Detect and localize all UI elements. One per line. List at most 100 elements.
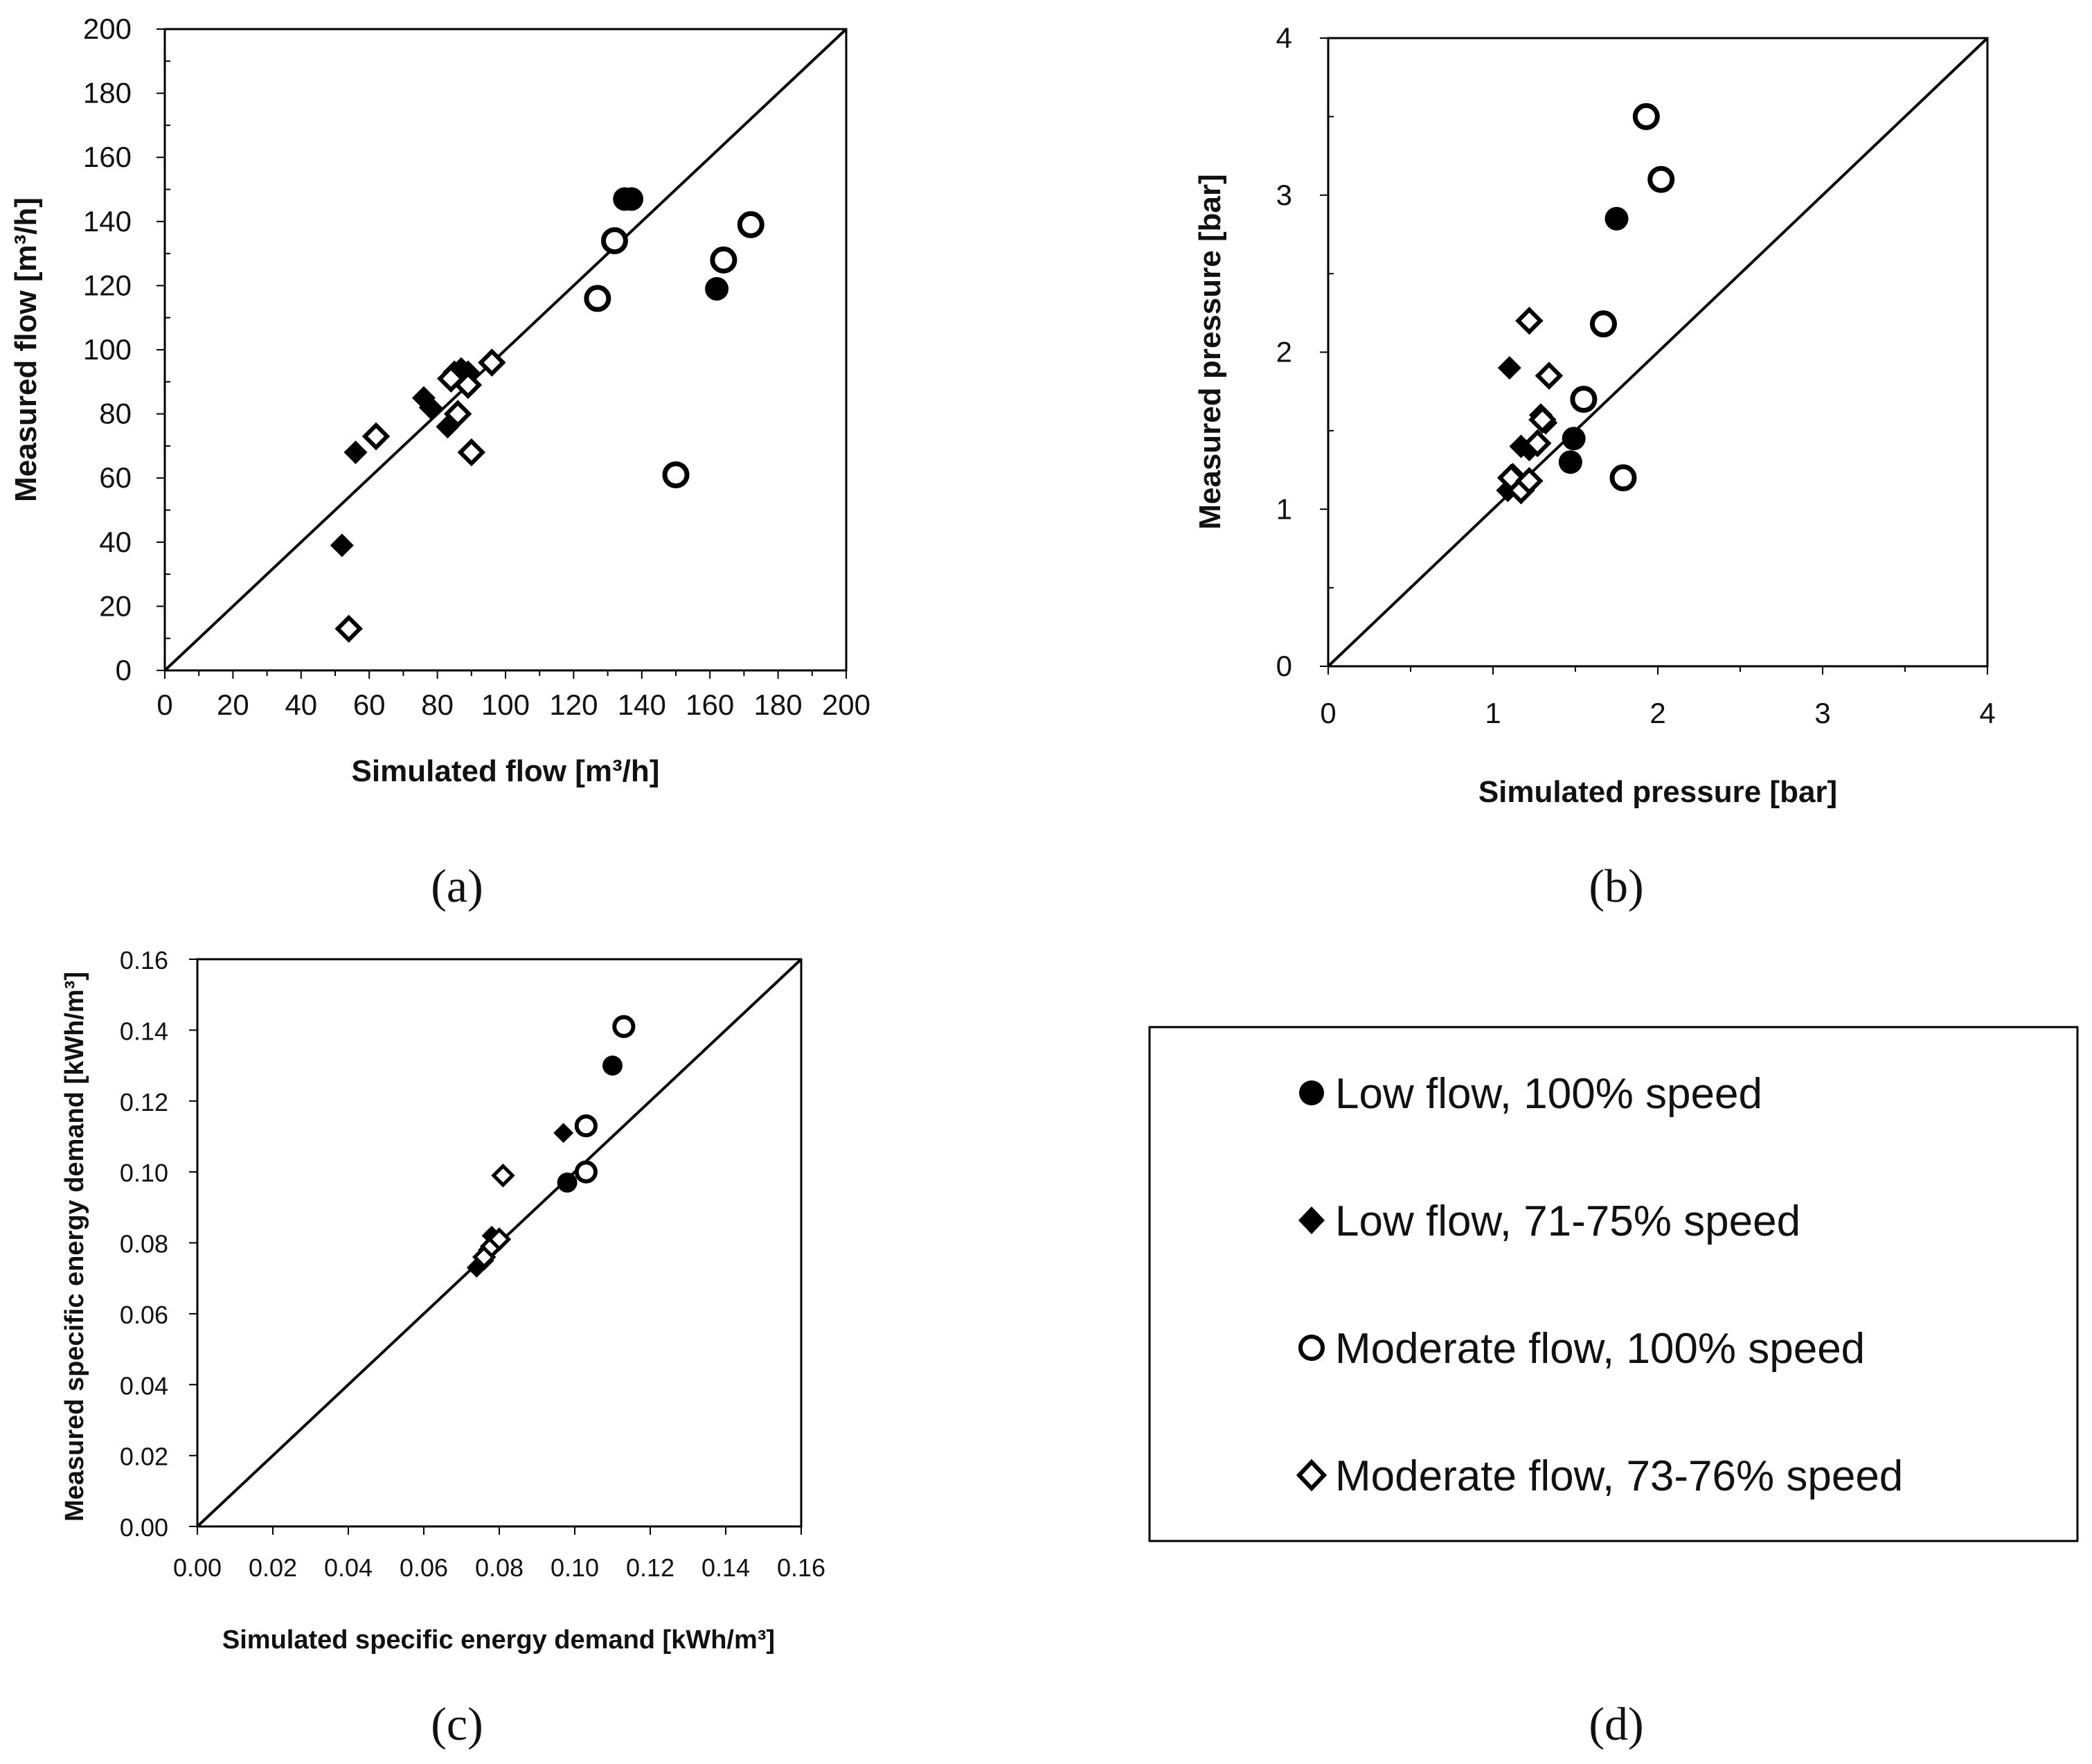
open-circle-icon — [1298, 1335, 1325, 1361]
y-tick-label: 0.08 — [120, 1230, 168, 1258]
legend-label-moderate-100: Moderate flow, 100% speed — [1335, 1325, 1865, 1373]
point-moderate-100 — [1647, 166, 1675, 193]
point-moderate-100 — [584, 285, 611, 312]
y-tick-label: 160 — [83, 141, 132, 173]
point-moderate-73-76 — [491, 1164, 515, 1188]
chart-panel-b: 0 1 2 3 4 0 1 2 3 4 Simulated pressure [bar] Measur… — [1193, 21, 1996, 809]
point-moderate-73-76 — [1528, 405, 1557, 434]
panel-tag-d: (d) — [1589, 1698, 1643, 1750]
x-tick-label: 0.08 — [475, 1553, 524, 1582]
y-tick-label: 0.14 — [120, 1017, 168, 1045]
point-low-71-75 — [330, 533, 354, 558]
x-tick-label: 0.16 — [777, 1553, 825, 1582]
point-moderate-73-76 — [334, 614, 363, 643]
x-tick-label: 100 — [481, 688, 530, 721]
y-tick-label: 120 — [83, 269, 132, 301]
x-tick-label: 0.04 — [324, 1553, 373, 1582]
y-tick-label: 0.16 — [120, 946, 168, 974]
point-low-100 — [1604, 206, 1629, 231]
chart-panel-c: 0.00 0.02 0.04 0.06 0.08 0.10 0.12 0.14 0.16 0.00… — [60, 946, 825, 1655]
point-moderate-100 — [662, 461, 690, 489]
point-moderate-73-76 — [1535, 362, 1564, 390]
y-tick-label: 0.10 — [120, 1159, 168, 1187]
y-tick-label: 0.06 — [120, 1301, 168, 1329]
y-tick-label: 2 — [1276, 336, 1292, 368]
x-tick-label: 20 — [217, 688, 249, 721]
x-tick-label: 2 — [1650, 697, 1665, 729]
point-low-100 — [620, 187, 644, 211]
x-tick-label: 180 — [754, 688, 803, 721]
x-tick-label: 120 — [549, 688, 598, 721]
y-tick-label: 3 — [1276, 179, 1292, 211]
x-tick-label: 140 — [618, 688, 666, 721]
point-low-71-75 — [553, 1123, 574, 1143]
panel-tag-b: (b) — [1589, 859, 1643, 912]
y-tick-label: 0 — [116, 654, 132, 686]
x-tick-label: 40 — [285, 688, 317, 721]
x-tick-label: 0.10 — [551, 1553, 599, 1582]
x-tick-label: 0.00 — [173, 1553, 222, 1582]
x-tick-label: 0.02 — [249, 1553, 297, 1582]
y-tick-label: 0 — [1276, 650, 1292, 682]
point-moderate-100 — [1609, 464, 1637, 492]
point-moderate-100 — [612, 1015, 636, 1038]
point-moderate-100 — [600, 227, 628, 255]
point-low-100 — [1562, 427, 1586, 451]
reference-line-a — [163, 28, 848, 672]
point-moderate-73-76 — [361, 422, 391, 451]
point-moderate-100 — [574, 1114, 598, 1138]
point-low-100 — [557, 1173, 578, 1193]
x-tick-label: 1 — [1485, 697, 1501, 729]
y-tick-label: 100 — [83, 333, 132, 366]
y-tick-label: 140 — [83, 205, 132, 238]
x-axis-label: Simulated pressure [bar] — [1478, 775, 1837, 809]
y-tick-label: 200 — [83, 12, 132, 45]
y-tick-label: 180 — [83, 77, 132, 109]
point-moderate-73-76 — [1515, 467, 1544, 495]
point-low-71-75 — [343, 440, 368, 465]
y-tick-label: 4 — [1276, 21, 1292, 54]
point-moderate-100 — [1570, 386, 1598, 413]
point-moderate-100 — [737, 211, 765, 238]
reference-line-b — [1327, 37, 1989, 668]
legend-box — [1148, 1026, 2079, 1542]
point-low-71-75 — [466, 1257, 487, 1278]
point-moderate-73-76 — [454, 371, 483, 400]
legend: Low flow, 100% speed Low flow, 71-75% sp… — [1148, 1026, 2079, 1542]
y-tick-label: 60 — [99, 461, 132, 494]
chart-panel-a: 0 20 40 60 80 100 120 140 160 180 200 0 20 40 60 80 100 1… — [9, 12, 870, 788]
x-tick-label: 0 — [1320, 697, 1336, 729]
x-tick-label: 200 — [822, 688, 870, 721]
y-tick-label: 0.04 — [120, 1371, 168, 1400]
filled-diamond-icon — [1298, 1206, 1325, 1234]
point-low-100 — [602, 1055, 623, 1076]
point-moderate-100 — [574, 1160, 598, 1184]
point-moderate-100 — [710, 246, 737, 274]
point-moderate-73-76 — [457, 438, 486, 467]
point-moderate-73-76 — [487, 1227, 512, 1251]
x-tick-label: 80 — [421, 688, 454, 721]
point-low-100 — [705, 277, 729, 301]
panel-tag-a: (a) — [431, 859, 483, 912]
point-moderate-100 — [1589, 310, 1617, 338]
x-tick-label: 0.06 — [400, 1553, 448, 1582]
point-low-71-75 — [1497, 356, 1521, 380]
y-tick-label: 20 — [99, 589, 132, 622]
point-moderate-73-76 — [1515, 306, 1544, 335]
x-tick-label: 0.12 — [626, 1553, 674, 1582]
legend-label-moderate-73-76: Moderate flow, 73-76% speed — [1335, 1452, 1903, 1500]
y-tick-label: 0.00 — [120, 1513, 168, 1542]
x-tick-label: 3 — [1814, 697, 1830, 729]
x-tick-label: 0.14 — [701, 1553, 750, 1582]
y-axis-label: Measured pressure [bar] — [1193, 174, 1227, 530]
legend-label-low-71-75: Low flow, 71-75% speed — [1335, 1197, 1800, 1245]
y-tick-label: 40 — [99, 526, 132, 558]
x-axis-label: Simulated specific energy demand [kWh/m³… — [222, 1625, 775, 1655]
point-low-100 — [1558, 450, 1582, 474]
y-tick-label: 80 — [99, 398, 132, 430]
filled-circle-icon — [1299, 1080, 1324, 1105]
y-tick-label: 0.12 — [120, 1088, 168, 1116]
open-diamond-icon — [1296, 1459, 1327, 1492]
x-tick-label: 0 — [157, 688, 172, 721]
